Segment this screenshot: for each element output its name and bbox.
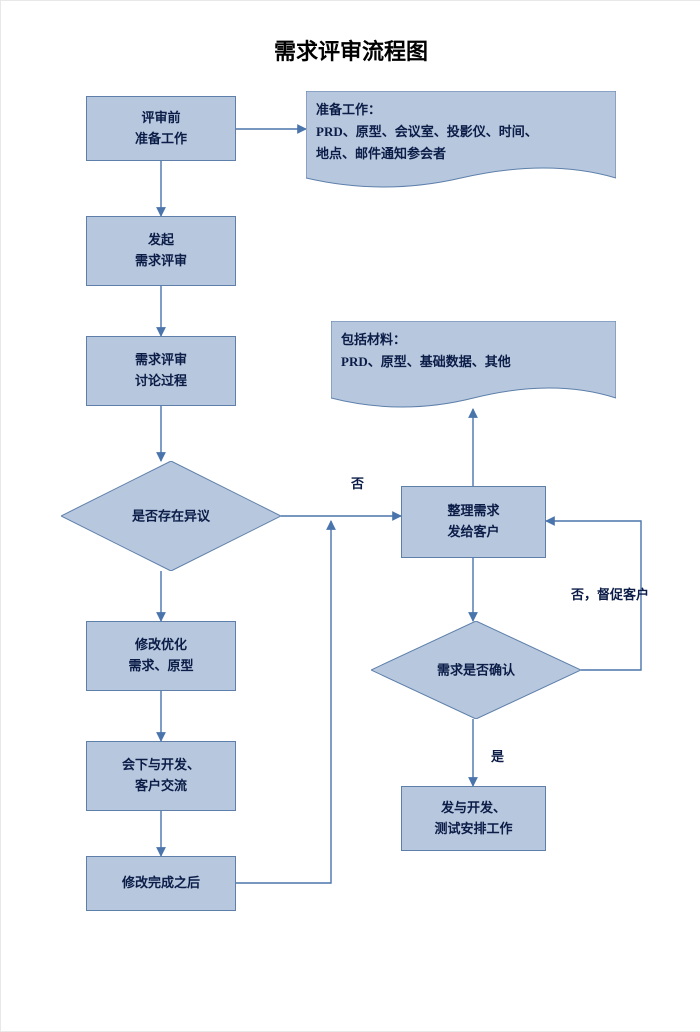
node-n3: 需求评审 讨论过程: [86, 336, 236, 406]
node-n7: 会下与开发、 客户交流: [86, 741, 236, 811]
node-q1: 是否存在异议: [61, 461, 281, 571]
node-d2: 包括材料： PRD、原型、基础数据、其他: [331, 321, 616, 416]
edge-label: 是: [491, 746, 504, 765]
edge-label: 否: [351, 473, 364, 492]
edge-n9-q1_right: [236, 521, 331, 883]
flowchart-canvas: 需求评审流程图 评审前 准备工作 准备工作： PRD、原型、会议室、投影仪、时间、…: [0, 0, 700, 1032]
chart-title: 需求评审流程图: [1, 34, 700, 66]
node-n2: 发起 需求评审: [86, 216, 236, 286]
node-d1: 准备工作： PRD、原型、会议室、投影仪、时间、 地点、邮件通知参会者: [306, 91, 616, 196]
node-n5: 整理需求 发给客户: [401, 486, 546, 558]
node-n9: 修改完成之后: [86, 856, 236, 911]
node-n1: 评审前 准备工作: [86, 96, 236, 161]
node-n8: 发与开发、 测试安排工作: [401, 786, 546, 851]
node-n6: 修改优化 需求、原型: [86, 621, 236, 691]
edge-label: 否，督促客户: [571, 584, 649, 603]
node-q2: 需求是否确认: [371, 621, 581, 719]
